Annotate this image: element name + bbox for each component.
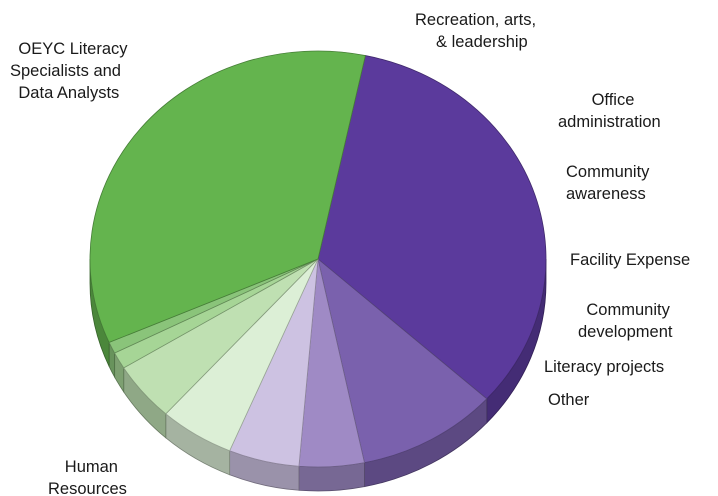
- pie-slices: [89, 50, 547, 468]
- slice-label-literacy-projects: Literacy projects: [544, 358, 664, 376]
- slice-label-facility-expense: Facility Expense: [570, 251, 690, 269]
- slice-label-line: Literacy projects: [544, 358, 664, 376]
- slice-label-line: awareness: [566, 185, 646, 203]
- slice-label-line: Facility Expense: [570, 251, 690, 269]
- slice-label-community-development: Community development: [578, 301, 673, 341]
- slice-label-line: administration: [558, 113, 661, 131]
- slice-label-line: Community: [586, 301, 670, 319]
- slice-label-human-resources: Human Resources: [48, 458, 127, 496]
- slice-label-oeyc-literacy-specialists-and-data-analysts: OEYC Literacy Specialists and Data Analyst…: [10, 40, 128, 102]
- slice-label-line: Data Analysts: [18, 84, 119, 102]
- slice-label-office-administration: Office administration: [558, 91, 661, 131]
- slice-human-resources: [89, 50, 366, 343]
- slice-oeyc-literacy-specialists-and-data-analysts: [317, 55, 547, 400]
- slice-label-line: Other: [548, 391, 590, 409]
- pie-labels: OEYC Literacy Specialists and Data Analyst…: [10, 11, 690, 496]
- slice-label-other: Other: [548, 391, 590, 409]
- slice-recreation-arts-leadership: [317, 257, 488, 464]
- slice-label-line: OEYC Literacy: [18, 40, 128, 58]
- slice-label-line: Resources: [48, 480, 127, 496]
- slice-label-line: development: [578, 323, 673, 341]
- slice-label-line: Specialists and: [10, 62, 121, 80]
- slice-label-line: Recreation, arts,: [415, 11, 536, 29]
- slice-label-recreation-arts-leadership: Recreation, arts, & leadership: [415, 11, 536, 51]
- slice-label-line: & leadership: [436, 33, 528, 51]
- slice-label-line: Human: [65, 458, 118, 476]
- slice-label-line: Community: [566, 163, 650, 181]
- slice-label-line: Office: [592, 91, 635, 109]
- slice-label-community-awareness: Community awareness: [566, 163, 650, 203]
